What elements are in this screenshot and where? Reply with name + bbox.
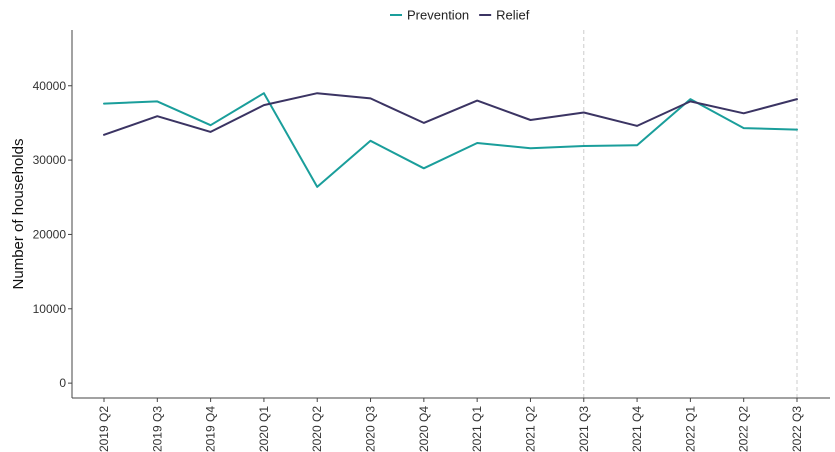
x-tick-label: 2021 Q1 [470,406,484,452]
x-tick-label: 2021 Q3 [577,406,591,452]
x-tick-label: 2020 Q2 [310,406,324,452]
x-tick-label: 2020 Q1 [257,406,271,452]
series-group [103,92,798,188]
x-tick-label: 2019 Q4 [204,406,218,452]
y-tick-label: 40000 [33,79,67,93]
y-tick-label: 20000 [33,227,67,241]
y-tick-label: 0 [59,376,66,390]
x-tick-label: 2022 Q3 [790,406,804,452]
x-tick-label: 2019 Q3 [150,406,164,452]
series-line-prevention [103,92,798,188]
legend-label-relief: Relief [496,8,530,23]
x-tick-label: 2019 Q2 [97,406,111,452]
x-tick-label: 2022 Q2 [737,406,751,452]
y-tick-label: 10000 [33,302,67,316]
y-axis-ticks: 0 10000 20000 30000 40000 [33,79,72,390]
legend: Prevention Relief [390,8,530,23]
y-axis-title: Number of households [10,139,27,290]
legend-label-prevention: Prevention [407,8,469,23]
x-tick-label: 2020 Q3 [364,406,378,452]
series-line-relief [103,92,798,136]
x-tick-label: 2022 Q1 [683,406,697,452]
reference-lines [583,30,798,398]
y-tick-label: 30000 [33,153,67,167]
axes [71,30,830,399]
x-tick-label: 2021 Q2 [523,406,537,452]
x-tick-label: 2020 Q4 [417,406,431,452]
x-tick-label: 2021 Q4 [630,406,644,452]
x-axis-ticks: 2019 Q2 2019 Q3 2019 Q4 2020 Q1 2020 Q2 2020 … [97,398,804,452]
